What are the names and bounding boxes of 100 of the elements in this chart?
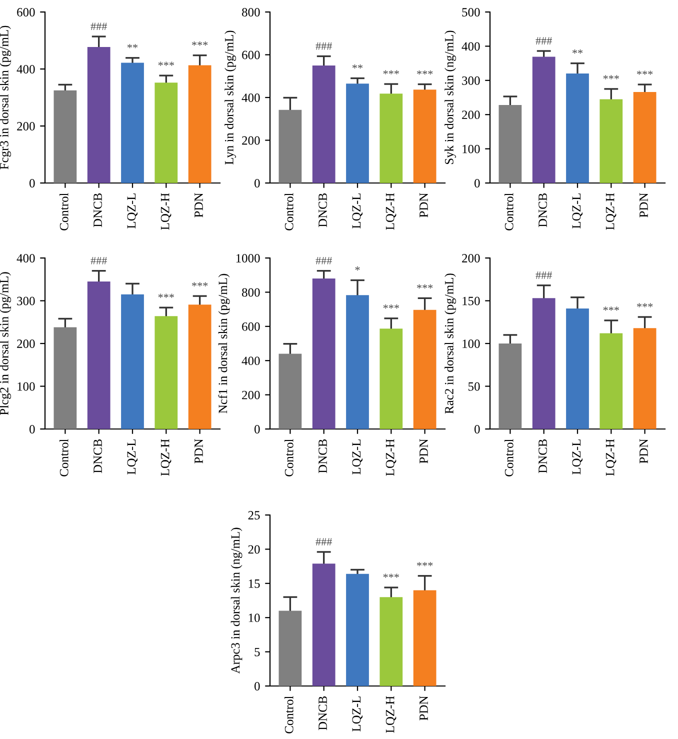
y-tick-label: 0 [254, 179, 260, 188]
y-tick-label: 50 [468, 382, 480, 391]
y-tick-label: 15 [248, 579, 260, 588]
y-tick-label: 200 [17, 340, 35, 348]
bar [532, 56, 556, 183]
annotation: *** [603, 75, 619, 80]
x-tick-label: LQZ-L [127, 193, 138, 228]
x-tick-label: PDN [420, 439, 428, 464]
x-tick-label: LQZ-L [127, 439, 138, 474]
y-tick-label: 400 [16, 254, 35, 262]
y-tick-label: 200 [462, 254, 480, 262]
y-tick-label: 1000 [236, 254, 260, 262]
x-tick-label: Control [60, 438, 68, 476]
x-tick-label: LQZ-H [386, 193, 396, 230]
annotation: *** [417, 70, 433, 75]
bar [188, 304, 212, 429]
y-tick-label: 200 [242, 390, 260, 400]
annotation: ** [352, 64, 363, 69]
bar [413, 590, 436, 686]
bar [413, 90, 436, 183]
annotation: *** [383, 70, 399, 74]
x-tick-label: LQZ-H [606, 439, 616, 476]
y-tick-label: 0 [474, 425, 480, 434]
bar [566, 74, 589, 183]
y-tick-label: 400 [242, 356, 260, 366]
bar [312, 278, 336, 429]
x-tick-label: PDN [640, 193, 648, 218]
x-tick-label: LQZ-H [160, 193, 172, 230]
x-tick-label: LQZ-L [572, 439, 583, 474]
y-axis-title: Rac2 in dorsal skin (pg/mL) [444, 274, 456, 414]
y-tick-label: 300 [17, 296, 35, 306]
y-tick-label: 600 [17, 8, 35, 16]
bar [312, 65, 336, 183]
y-tick-label: 0 [254, 425, 260, 434]
bar [633, 328, 656, 429]
x-tick-label: LQZ-L [352, 193, 363, 228]
x-tick-label: LQZ-H [386, 439, 396, 476]
y-tick-label: 400 [462, 42, 480, 51]
bar [154, 316, 178, 429]
annotation: *** [417, 284, 433, 288]
bar [87, 282, 110, 429]
y-tick-label: 200 [17, 122, 35, 130]
x-tick-label: LQZ-L [352, 439, 363, 474]
y-tick-label: 400 [242, 94, 260, 102]
bar [380, 94, 403, 183]
x-tick-label: Control [284, 696, 294, 734]
y-tick-label: 800 [242, 288, 260, 297]
y-axis-title: Plcg2 in dorsal skin (pg/mL) [0, 272, 11, 416]
bar [346, 295, 369, 429]
y-tick-label: 100 [462, 340, 480, 348]
y-axis-title: Syk in dorsal skin (ng/mL) [444, 30, 456, 164]
x-tick-label: LQZ-L [572, 193, 583, 228]
y-tick-label: 200 [242, 136, 260, 145]
bar [600, 333, 623, 429]
x-tick-label: DNCB [94, 193, 102, 228]
x-tick-label: DNCB [94, 439, 102, 474]
x-tick-label: DNCB [538, 439, 547, 474]
y-tick-label: 10 [248, 614, 260, 622]
y-tick-label: 20 [248, 545, 260, 554]
bar [498, 344, 522, 429]
annotation: ### [90, 257, 107, 264]
bar [278, 110, 302, 183]
annotation: ### [316, 538, 332, 546]
x-tick-label: PDN [194, 193, 203, 218]
annotation: ### [536, 272, 552, 279]
annotation: *** [603, 306, 619, 311]
y-tick-label: 0 [474, 179, 480, 188]
bar [54, 90, 77, 183]
annotation: *** [192, 42, 208, 46]
bar [566, 308, 589, 429]
x-tick-label: Control [60, 192, 68, 230]
bar [532, 298, 556, 429]
y-tick-label: 100 [18, 382, 35, 391]
x-tick-label: PDN [194, 439, 203, 464]
x-tick-label: DNCB [318, 696, 327, 730]
x-tick-label: Control [504, 438, 514, 476]
annotation: *** [192, 282, 208, 286]
bar [312, 564, 336, 686]
annotation: *** [158, 62, 174, 66]
annotation: *** [637, 303, 653, 308]
bar [278, 354, 302, 429]
y-tick-label: 0 [30, 425, 35, 434]
annotation: ### [316, 257, 332, 264]
annotation: *** [637, 70, 653, 75]
bar [380, 597, 403, 686]
y-tick-label: 500 [462, 8, 480, 16]
annotation: ### [90, 22, 107, 30]
annotation: *** [417, 562, 433, 566]
bar [121, 62, 144, 183]
bar [413, 310, 436, 429]
y-axis-title: Ncf1 in dorsal skin (pg/mL) [218, 274, 230, 414]
x-tick-label: LQZ-H [386, 696, 396, 733]
x-tick-label: DNCB [318, 193, 327, 228]
bar [633, 92, 656, 183]
y-tick-label: 300 [462, 76, 480, 85]
bar [346, 84, 369, 183]
y-tick-label: 600 [242, 322, 260, 331]
bar [498, 105, 522, 183]
y-axis-title: Lyn in dorsal skin (pg/mL) [224, 30, 236, 164]
x-tick-label: LQZ-L [352, 696, 363, 732]
